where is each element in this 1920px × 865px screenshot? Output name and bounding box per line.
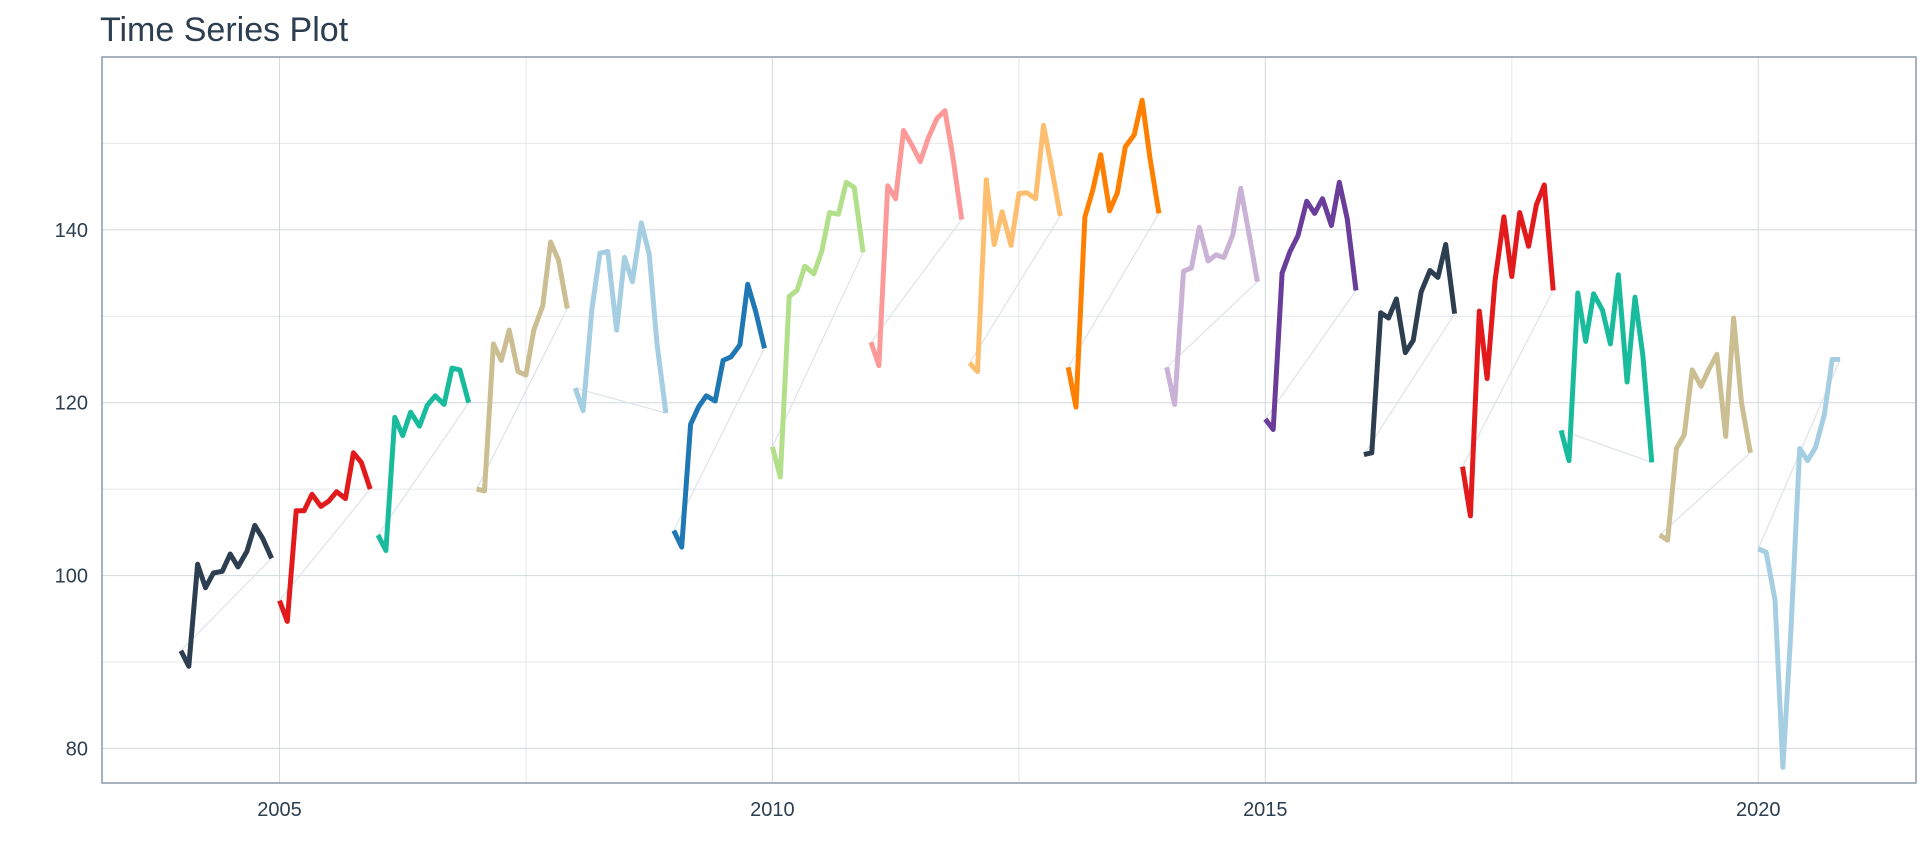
series-line-1 <box>178 522 274 669</box>
x-tick-label: 2015 <box>1243 799 1288 821</box>
trend-line <box>1264 290 1357 420</box>
grid-lines <box>102 57 1916 783</box>
series-line-16 <box>1658 315 1753 543</box>
series-line-5 <box>572 220 669 414</box>
y-tick-label: 120 <box>55 393 88 415</box>
series-line-13 <box>1363 242 1458 458</box>
trend-line <box>1659 452 1751 536</box>
trend-line <box>575 387 667 414</box>
series-line-12 <box>1263 179 1359 432</box>
trend-line <box>1067 213 1160 368</box>
x-tick-label: 2020 <box>1736 799 1781 821</box>
x-axis-ticks: 2005 2010 2015 2020 <box>257 799 1780 821</box>
y-tick-label: 140 <box>55 220 88 242</box>
trend-line <box>771 252 864 448</box>
series-line-9 <box>967 122 1063 375</box>
chart-title: Time Series Plot <box>100 11 349 49</box>
trend-line <box>476 308 568 490</box>
trend-line <box>1560 429 1652 463</box>
series-line-15 <box>1558 272 1655 464</box>
trend-line <box>180 557 272 652</box>
series-line-3 <box>375 365 472 553</box>
series-lines <box>178 97 1841 770</box>
y-tick-label: 80 <box>66 738 88 760</box>
y-tick-label: 100 <box>55 566 88 588</box>
trend-line <box>870 219 963 343</box>
trend-line <box>377 402 470 536</box>
x-tick-label: 2005 <box>257 799 302 821</box>
trend-line <box>673 347 766 531</box>
series-line-17 <box>1757 357 1841 770</box>
series-line-2 <box>277 450 373 624</box>
series-line-4 <box>476 239 570 494</box>
series-line-11 <box>1164 185 1260 407</box>
series-line-10 <box>1065 97 1162 410</box>
trend-line <box>278 488 371 602</box>
trend-line <box>1166 281 1258 368</box>
trend-lines <box>180 213 1841 652</box>
trend-line <box>1363 313 1456 455</box>
x-tick-label: 2010 <box>750 799 795 821</box>
trend-line <box>1461 290 1554 467</box>
series-line-14 <box>1460 182 1556 519</box>
trend-line <box>969 215 1061 364</box>
series-line-8 <box>868 108 965 369</box>
y-axis-ticks: 80 100 120 140 <box>55 220 88 761</box>
series-line-6 <box>671 281 767 550</box>
series-line-7 <box>769 179 866 480</box>
panel-border <box>101 56 1917 784</box>
